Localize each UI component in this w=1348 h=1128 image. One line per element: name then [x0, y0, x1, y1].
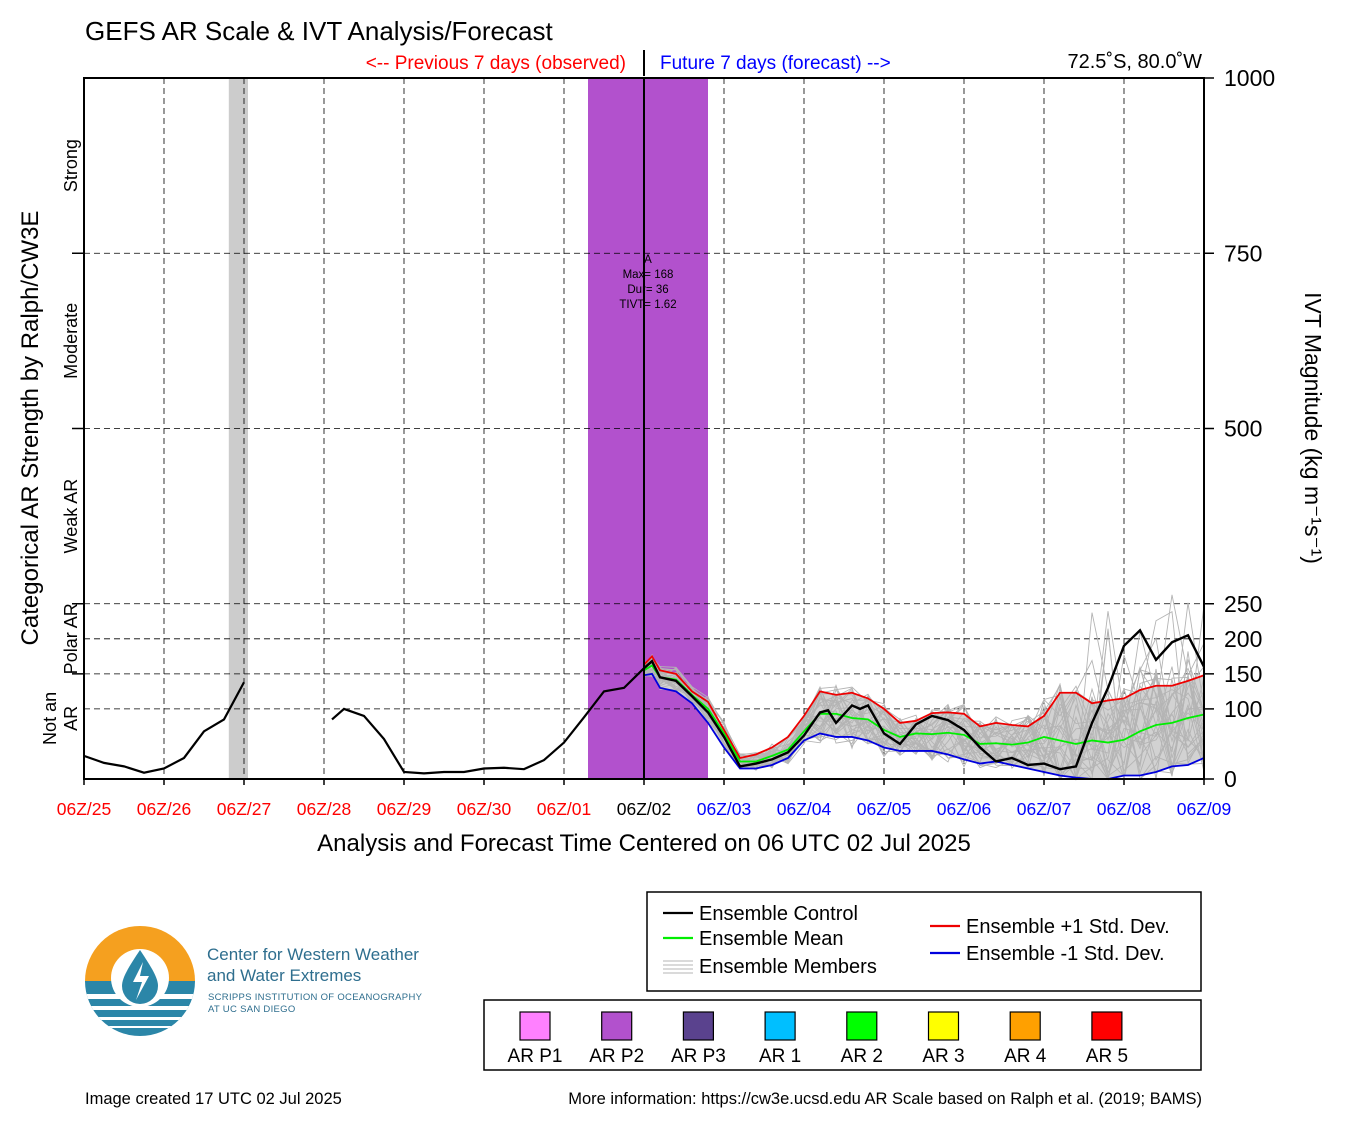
- x-tick-label-2: 06Z/27: [217, 799, 271, 819]
- chart-title: GEFS AR Scale & IVT Analysis/Forecast: [85, 16, 553, 46]
- category-label-2: Weak AR: [61, 479, 81, 554]
- x-tick-label-9: 06Z/04: [777, 799, 832, 819]
- legend-label-0: Ensemble Control: [699, 903, 858, 925]
- ar-legend-label-5: AR 3: [922, 1046, 964, 1067]
- legend-label-4: Ensemble -1 Std. Dev.: [966, 943, 1165, 965]
- ar-legend-swatch-6: [1009, 1011, 1041, 1041]
- category-label-4-1: AR: [61, 706, 81, 731]
- y-tick-label-500: 500: [1224, 416, 1262, 442]
- image-created-note: Image created 17 UTC 02 Jul 2025: [85, 1090, 342, 1108]
- ar-legend-swatch-0: [519, 1011, 551, 1041]
- x-tick-label-4: 06Z/29: [377, 799, 431, 819]
- observed-control-line-0: [83, 681, 245, 774]
- future-days-label: Future 7 days (forecast) -->: [660, 53, 891, 74]
- ar-annotation-line-2: Dur= 36: [627, 284, 668, 296]
- ar-scale-legend: AR P1 AR P2 AR P3 AR 1 AR 2 AR 3 AR 4 AR 5: [508, 1011, 1128, 1067]
- x-tick-label-8: 06Z/03: [697, 799, 751, 819]
- y-axis-title-left: Categorical AR Strength by Ralph/CW3E: [17, 211, 44, 646]
- ar-annotation-line-3: TIVT= 1.62: [619, 299, 676, 311]
- ar-legend-swatch-5: [927, 1011, 960, 1041]
- ar-annotation-line-1: Max= 168: [623, 269, 674, 281]
- x-tick-label-14: 06Z/09: [1177, 799, 1231, 819]
- x-axis-title: Analysis and Forecast Time Centered on 0…: [317, 830, 971, 857]
- series-line-control: [643, 628, 1206, 771]
- logo-institution: SCRIPPS INSTITUTION OF OCEANOGRAPHY AT U…: [208, 992, 423, 1015]
- ar-legend-swatch-7: [1091, 1011, 1123, 1041]
- ar-annotation: A Max= 168 Dur= 36 TIVT= 1.62: [619, 254, 676, 311]
- y-tick-label-250: 250: [1224, 591, 1262, 617]
- ar-legend-label-7: AR 5: [1086, 1046, 1128, 1067]
- x-tick-label-13: 06Z/08: [1097, 799, 1151, 819]
- ar-legend-label-0: AR P1: [508, 1046, 563, 1067]
- x-tick-label-12: 06Z/07: [1017, 799, 1071, 819]
- series-line-plus_std: [643, 654, 1205, 759]
- y-tick-label-1000: 1000: [1224, 65, 1275, 91]
- more-info-note: More information: https://cw3e.ucsd.edu …: [568, 1090, 1202, 1108]
- ar-annotation-line-0: A: [644, 254, 652, 266]
- ensemble-member-29: [643, 667, 1205, 760]
- cw3e-logo: [85, 926, 195, 1036]
- y-tick-label-100: 100: [1224, 696, 1262, 722]
- legend-label-1: Ensemble Mean: [699, 928, 844, 950]
- x-tick-label-5: 06Z/30: [457, 799, 512, 819]
- ar-legend-label-2: AR P3: [671, 1046, 726, 1067]
- category-label-4-0: Not an: [40, 692, 60, 745]
- x-tick-label-3: 06Z/28: [297, 799, 351, 819]
- ar-legend-label-1: AR P2: [589, 1046, 644, 1067]
- ensemble-member-24: [643, 655, 1205, 781]
- category-label-1: Moderate: [61, 303, 81, 379]
- series-legend: Ensemble Control Ensemble Mean Ensemble Me…: [663, 903, 1170, 978]
- observed-control-line-1: [331, 660, 653, 775]
- x-tick-label-11: 06Z/06: [937, 799, 991, 819]
- legend-label-3: Ensemble +1 Std. Dev.: [966, 916, 1170, 938]
- series-line-mean: [643, 664, 1205, 763]
- x-tick-label-0: 06Z/25: [57, 799, 111, 819]
- y-tick-label-0: 0: [1224, 766, 1237, 792]
- category-label-3: Polar AR: [61, 603, 81, 674]
- ar-legend-swatch-3: [764, 1011, 796, 1041]
- y-tick-label-750: 750: [1224, 240, 1262, 266]
- ar-legend-label-4: AR 2: [841, 1046, 883, 1067]
- logo-org-name: Center for Western Weather and Water Ext…: [207, 945, 419, 985]
- ar-legend-swatch-1: [601, 1011, 633, 1041]
- y-axis-title-right: IVT Magnitude (kg m⁻¹s⁻¹): [1300, 292, 1326, 564]
- axes: 06Z/25 06Z/26 06Z/27 06Z/28 06Z/29 06Z/30 06Z/…: [40, 65, 1275, 819]
- category-label-0: Strong: [61, 139, 81, 192]
- ar-legend-swatch-2: [682, 1011, 715, 1041]
- legend-label-2: Ensemble Members: [699, 956, 877, 978]
- location-label: 72.5˚S, 80.0˚W: [1067, 51, 1202, 73]
- x-tick-label-6: 06Z/01: [537, 799, 591, 819]
- x-tick-label-1: 06Z/26: [137, 799, 191, 819]
- series-legend-box: [646, 891, 1202, 992]
- ar-legend-label-3: AR 1: [759, 1046, 801, 1067]
- y-tick-label-150: 150: [1224, 661, 1262, 687]
- y-tick-label-200: 200: [1224, 626, 1262, 652]
- ar-legend-label-6: AR 4: [1004, 1046, 1047, 1067]
- x-tick-label-7: 06Z/02: [617, 799, 671, 819]
- ar-legend-swatch-4: [846, 1011, 878, 1041]
- previous-days-label: <-- Previous 7 days (observed): [366, 53, 626, 74]
- x-tick-label-10: 06Z/05: [857, 799, 911, 819]
